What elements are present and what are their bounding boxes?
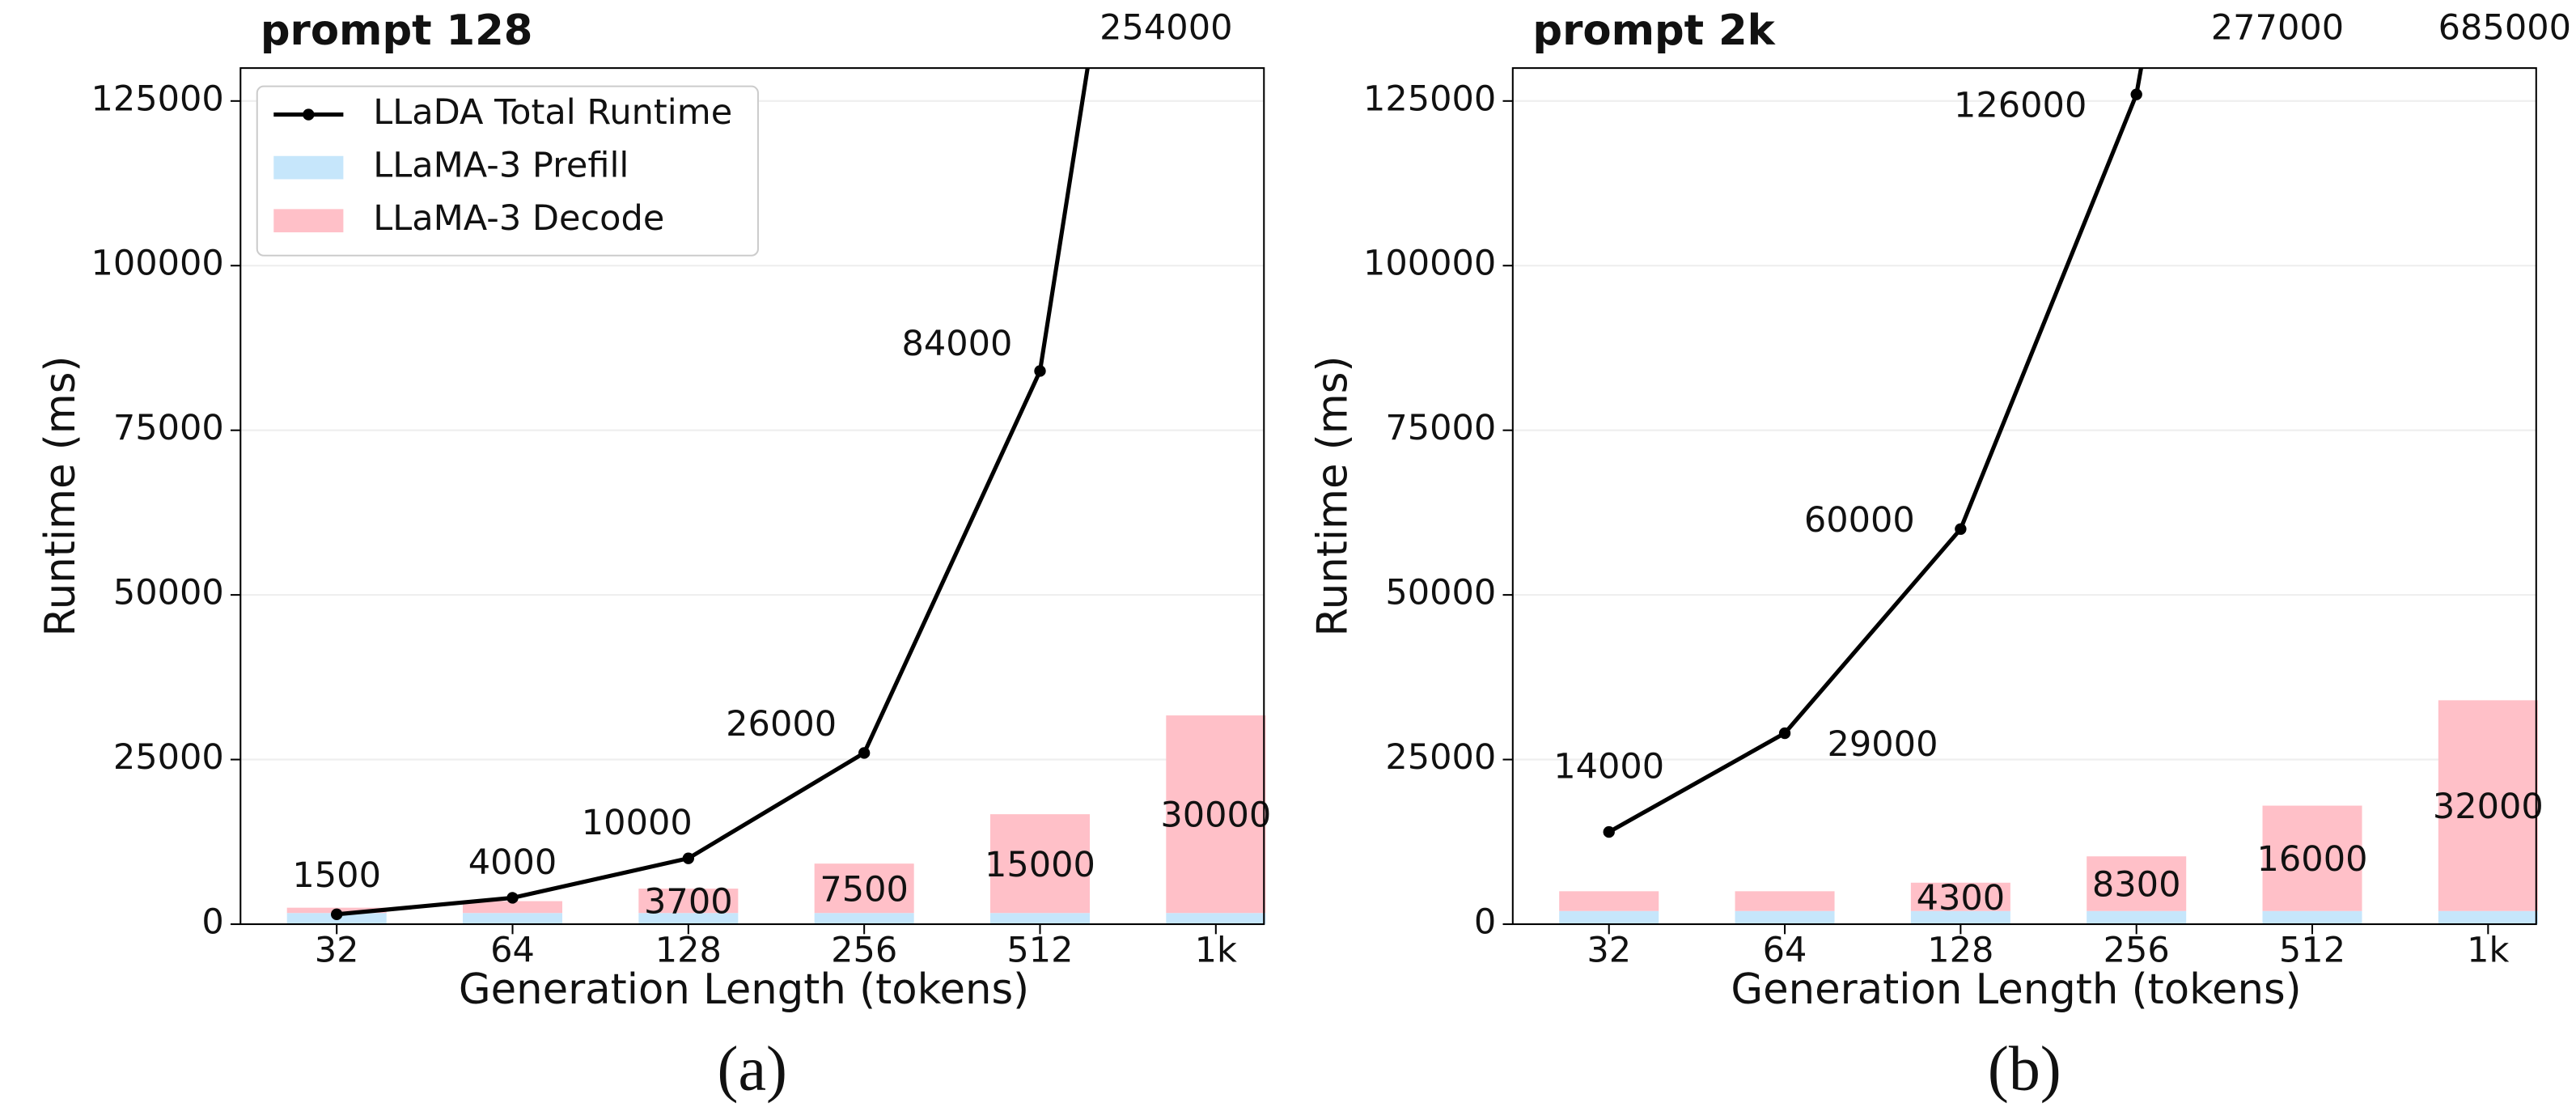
bar <box>2438 910 2538 925</box>
line-point <box>331 908 343 920</box>
bar <box>2262 805 2362 911</box>
bar <box>463 913 563 925</box>
line-value-label: 4000 <box>468 842 557 883</box>
bar <box>1735 910 1835 925</box>
line-point <box>2130 88 2142 100</box>
bar-value-label: 15000 <box>985 845 1095 885</box>
bar <box>1166 715 1266 914</box>
line-value-label: 60000 <box>1804 500 1915 541</box>
bar <box>1559 910 1659 925</box>
chart: 0 25000 50000 75000 100000 125000 32 64 4300 128 8… <box>1308 6 2571 1103</box>
x-tick-label: 1k <box>2467 930 2509 970</box>
y-tick-label: 100000 <box>1363 244 1496 284</box>
y-tick-label: 50000 <box>113 573 224 613</box>
legend-swatch <box>273 209 344 233</box>
bar <box>2438 700 2538 911</box>
legend-label: LLaMA-3 Prefill <box>373 146 629 186</box>
line-value-label: 84000 <box>902 324 1013 364</box>
line-point <box>858 747 871 759</box>
y-tick-label: 0 <box>1474 902 1496 943</box>
x-tick-label: 64 <box>1763 930 1807 970</box>
x-tick-label: 32 <box>315 930 359 970</box>
legend-swatch <box>273 155 344 180</box>
bar <box>2262 910 2362 925</box>
y-tick-label: 75000 <box>1385 408 1496 448</box>
bar <box>1735 891 1835 911</box>
x-tick-label: 32 <box>1587 930 1631 970</box>
y-axis-label: Runtime (ms) <box>36 356 85 637</box>
x-tick-label: 128 <box>1927 930 1993 970</box>
line-point <box>1034 365 1046 377</box>
bar <box>1910 910 2010 925</box>
legend-label: LLaDA Total Runtime <box>373 92 732 133</box>
bar <box>989 913 1090 925</box>
bar <box>1166 913 1266 925</box>
x-tick-label: 512 <box>2279 930 2345 970</box>
bar-value-label: 8300 <box>2092 865 2181 906</box>
line-value-label: 14000 <box>1553 747 1664 787</box>
bar <box>989 814 1090 914</box>
x-tick-label: 512 <box>1006 930 1073 970</box>
bar <box>1559 891 1659 911</box>
line <box>336 68 1090 917</box>
y-axis-label: Runtime (ms) <box>1308 356 1357 637</box>
x-tick-label: 1k <box>1195 930 1237 970</box>
x-tick-label: 256 <box>2104 930 2170 970</box>
bar <box>814 863 914 914</box>
bar-value-label: 32000 <box>2433 787 2544 827</box>
legend-marker <box>303 108 315 121</box>
bar <box>2087 856 2187 911</box>
x-tick-label: 256 <box>831 930 897 970</box>
line <box>1608 68 2144 834</box>
plot-frame <box>239 67 1265 926</box>
line-value-label: 254000 <box>1099 7 1232 48</box>
y-tick-label: 50000 <box>1385 573 1496 613</box>
line-point <box>506 892 519 904</box>
legend: LLaDA Total Runtime LLaMA-3 Prefill LLaMA-… <box>256 85 759 257</box>
legend-frame <box>256 85 759 257</box>
plot-frame <box>1511 67 2537 926</box>
line-point <box>1955 523 1967 535</box>
bar-value-label: 30000 <box>1160 795 1271 836</box>
bar-value-label: 16000 <box>2257 839 2368 880</box>
line-point <box>682 852 695 864</box>
caption: (b) <box>1988 1033 2061 1103</box>
line-point <box>1603 825 1615 838</box>
line-value-label: 685000 <box>2438 7 2571 48</box>
bar-value-label: 3700 <box>644 882 733 923</box>
chart-title: prompt 128 <box>261 6 533 55</box>
chart: 0 25000 50000 75000 100000 125000 32 64 3700 128 7… <box>36 6 1271 1103</box>
bar-value-label: 4300 <box>1917 878 2006 918</box>
x-axis-label: Generation Length (tokens) <box>1731 965 2301 1014</box>
y-tick-label: 125000 <box>1363 78 1496 119</box>
x-axis-label: Generation Length (tokens) <box>459 965 1029 1014</box>
chart-title: prompt 2k <box>1532 6 1776 55</box>
bar-value-label: 7500 <box>820 869 909 910</box>
y-tick-label: 75000 <box>113 408 224 448</box>
bar <box>638 889 739 914</box>
x-tick-label: 64 <box>490 930 535 970</box>
y-tick-label: 25000 <box>1385 737 1496 778</box>
legend-label: LLaMA-3 Decode <box>373 198 664 239</box>
line-value-label: 277000 <box>2211 7 2344 48</box>
line-value-label: 26000 <box>726 704 837 745</box>
bar <box>1910 882 2010 911</box>
y-tick-label: 100000 <box>91 244 223 284</box>
line-value-label: 10000 <box>582 803 693 843</box>
bar <box>638 913 739 925</box>
y-tick-label: 0 <box>201 902 223 943</box>
caption: (a) <box>718 1033 787 1103</box>
line-value-label: 126000 <box>1954 86 2087 126</box>
line-value-label: 29000 <box>1828 724 1938 765</box>
line-value-label: 1500 <box>292 855 381 896</box>
y-tick-label: 125000 <box>91 78 223 119</box>
bar <box>463 901 563 914</box>
y-tick-label: 25000 <box>113 737 224 778</box>
bar <box>2087 910 2187 925</box>
x-tick-label: 128 <box>655 930 722 970</box>
bar <box>814 913 914 925</box>
line-point <box>1778 727 1791 740</box>
